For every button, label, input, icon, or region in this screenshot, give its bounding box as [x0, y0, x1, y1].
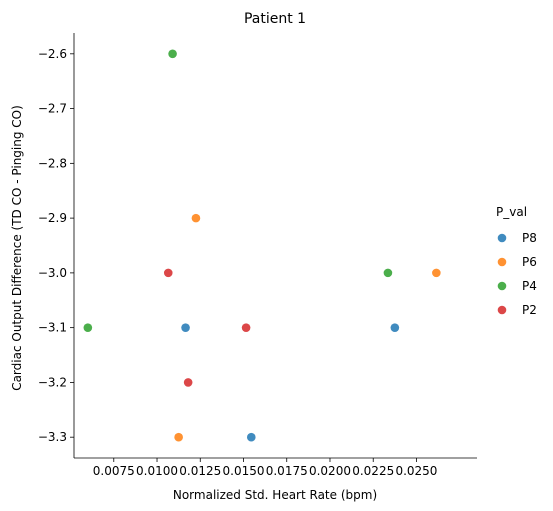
y-tick-label: −2.8: [38, 156, 67, 170]
x-tick-label: 0.0100: [136, 464, 178, 478]
data-point-p8: [246, 432, 256, 442]
x-tick-label: 0.0225: [352, 464, 394, 478]
legend: P_val P8 P6 P4 P2: [496, 205, 537, 317]
y-tick-label: −2.9: [38, 211, 67, 225]
y-tick-label: −3.0: [38, 266, 67, 280]
data-point-p6: [432, 268, 441, 278]
data-point-p2: [163, 268, 173, 278]
y-tick-label: −3.3: [38, 430, 67, 444]
chart-title: Patient 1: [244, 11, 306, 27]
plot-area: [83, 49, 441, 442]
legend-marker-p6: [497, 257, 507, 267]
x-tick-label: 0.0200: [309, 464, 351, 478]
legend-label-p6: P6: [522, 255, 537, 269]
data-point-p2: [241, 323, 251, 332]
y-tick-label: −2.7: [38, 102, 67, 116]
data-point-p4: [168, 49, 177, 59]
y-tick-label: −3.1: [38, 321, 67, 335]
legend-marker-p8: [497, 233, 507, 243]
legend-marker-p2: [497, 305, 507, 315]
y-tick-label: −3.2: [38, 375, 67, 389]
data-point-p2: [183, 378, 193, 387]
x-tick-label: 0.0075: [93, 464, 135, 478]
data-point-p4: [383, 268, 393, 278]
x-tick-label: 0.0250: [395, 464, 437, 478]
x-axis: 0.0075 0.0100 0.0125 0.0150 0.0175 0.0200 0.02…: [74, 457, 477, 478]
data-point-p6: [174, 432, 183, 442]
legend-label-p8: P8: [522, 231, 537, 245]
y-axis: −2.6 −2.7 −2.8 −2.9 −3.0 −3.1 −3.2 −3.3: [38, 33, 75, 458]
x-tick-label: 0.0125: [179, 464, 221, 478]
y-tick-label: −2.6: [38, 47, 67, 61]
legend-title: P_val: [496, 205, 527, 219]
legend-marker-p4: [497, 281, 507, 291]
x-axis-label: Normalized Std. Heart Rate (bpm): [173, 488, 377, 502]
x-tick-label: 0.0150: [223, 464, 265, 478]
data-point-p4: [83, 323, 93, 332]
data-point-p6: [191, 213, 201, 223]
data-point-p8: [390, 323, 400, 332]
legend-label-p4: P4: [522, 279, 537, 293]
y-axis-label: Cardiac Output Difference (TD CO - Pingi…: [10, 105, 24, 391]
data-point-p8: [181, 323, 190, 332]
x-tick-label: 0.0175: [266, 464, 308, 478]
legend-label-p2: P2: [522, 303, 537, 317]
